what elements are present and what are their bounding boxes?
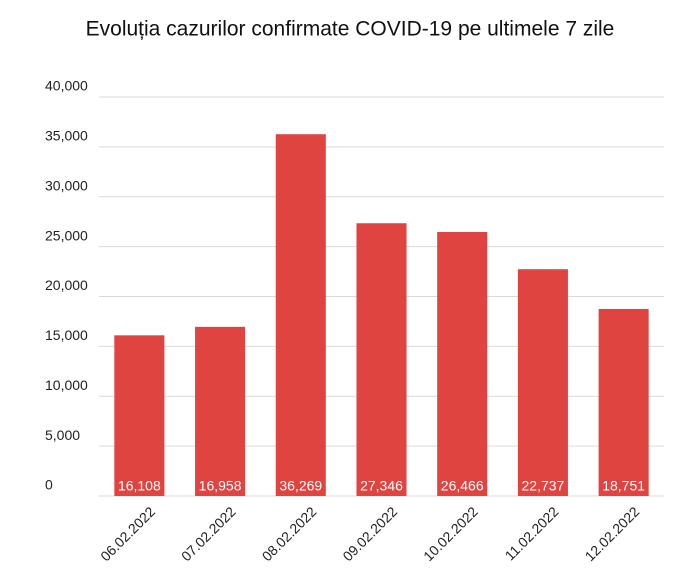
value-label: 18,751 — [602, 478, 645, 494]
bar — [437, 232, 488, 496]
bar — [517, 269, 568, 496]
bar — [275, 134, 326, 496]
x-tick-label: 09.02.2022 — [339, 503, 400, 564]
bar — [356, 223, 407, 497]
y-tick-label: 15,000 — [45, 327, 88, 343]
value-label: 16,958 — [199, 478, 242, 494]
value-label: 16,108 — [118, 478, 161, 494]
y-tick-label: 40,000 — [45, 78, 88, 94]
x-tick-label: 12.02.2022 — [582, 503, 643, 564]
y-tick-label: 35,000 — [45, 128, 88, 144]
value-label: 27,346 — [360, 478, 403, 494]
chart-title: Evoluția cazurilor confirmate COVID-19 p… — [86, 18, 615, 41]
bar — [598, 308, 649, 496]
bar — [195, 326, 246, 496]
y-tick-label: 20,000 — [45, 277, 88, 293]
y-tick-label: 0 — [45, 477, 53, 493]
x-tick-label: 11.02.2022 — [502, 503, 562, 563]
y-tick-label: 5,000 — [45, 427, 80, 443]
x-tick-label: 10.02.2022 — [420, 503, 481, 564]
value-label: 22,737 — [522, 478, 565, 494]
x-tick-label: 07.02.2022 — [178, 503, 239, 564]
bar — [114, 335, 165, 496]
y-tick-label: 30,000 — [45, 177, 88, 193]
x-tick-label: 06.02.2022 — [97, 503, 158, 564]
x-tick-label: 08.02.2022 — [259, 503, 320, 564]
y-tick-label: 25,000 — [45, 227, 88, 243]
value-label: 36,269 — [279, 478, 322, 494]
y-tick-label: 10,000 — [45, 377, 88, 393]
value-label: 26,466 — [441, 478, 484, 494]
